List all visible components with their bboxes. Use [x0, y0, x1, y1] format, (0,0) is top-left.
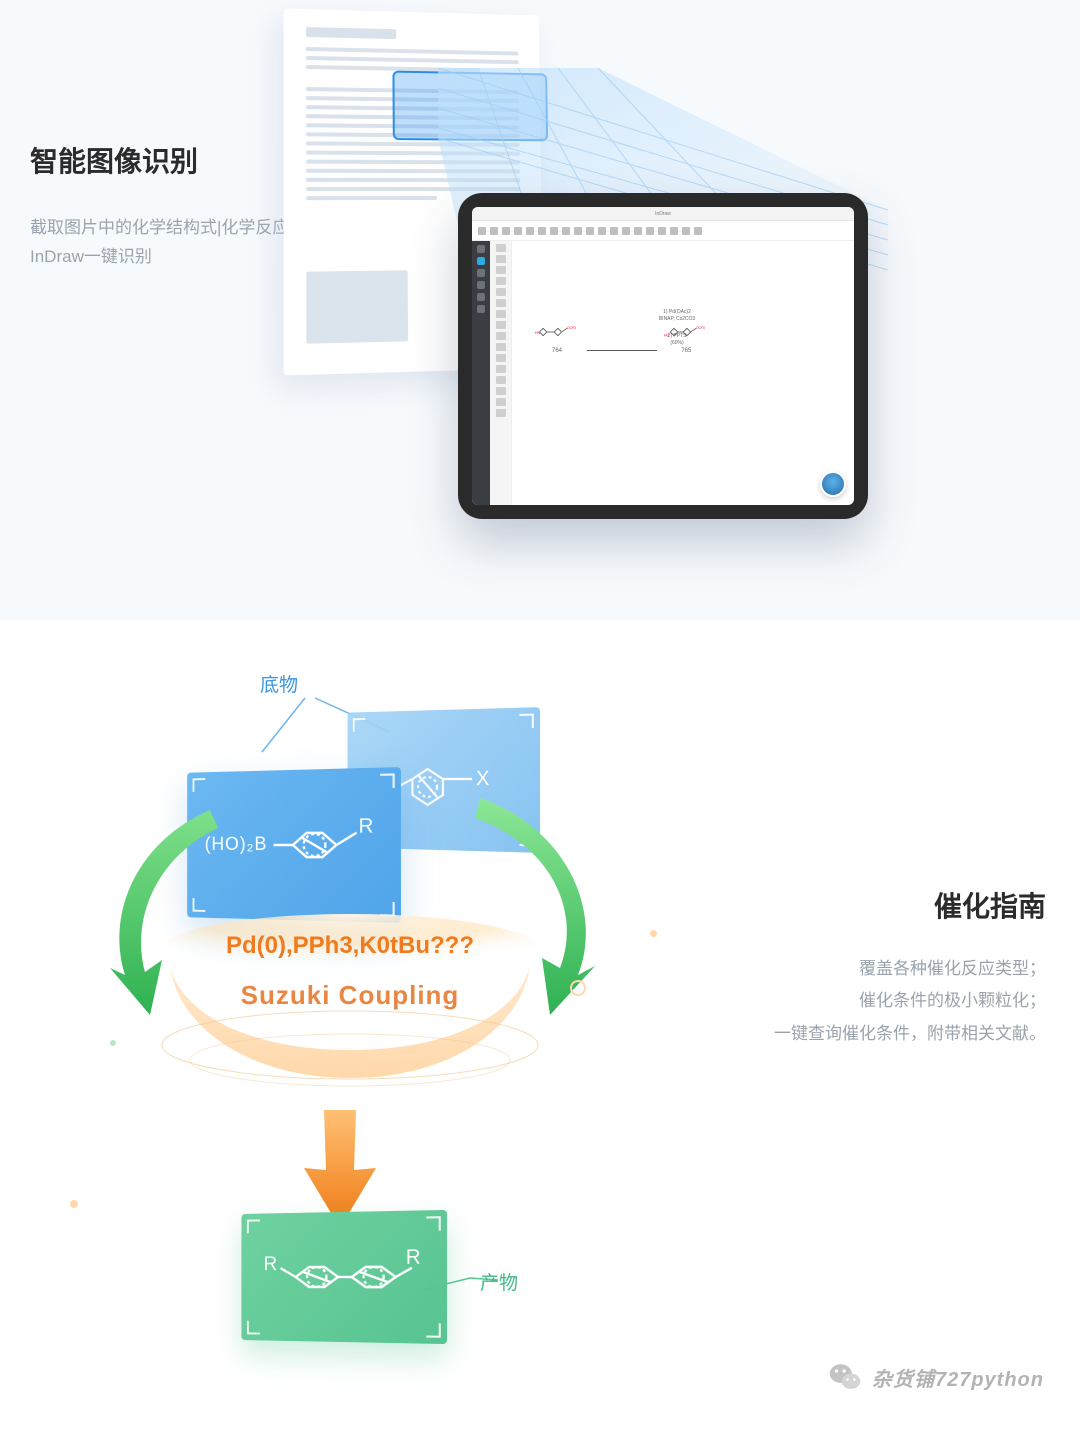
product-tag: 产物: [480, 1268, 518, 1295]
catalysis-diagram: 底物 R X: [20, 660, 680, 1420]
decor-dot: [650, 930, 657, 937]
svg-text:R: R: [264, 1253, 278, 1275]
app-sidebar: [472, 241, 490, 505]
svg-text:HN: HN: [535, 331, 541, 335]
tablet-mockup: InDraw HN O: [458, 193, 868, 519]
molecule-structure-icon: R: [271, 814, 380, 876]
decor-dot: [110, 1040, 116, 1046]
product-structure: HO OCF3 765: [661, 319, 711, 345]
product-card: R R: [241, 1210, 447, 1344]
reaction-scheme: HN OCF3 764 1) Pd(OAc)2 BINAP, Cs2CO3: [532, 319, 840, 354]
app-titlebar: InDraw: [472, 207, 854, 221]
wechat-icon: [828, 1360, 862, 1394]
svg-text:X: X: [476, 768, 489, 790]
wechat-watermark: 杂货铺727python: [828, 1360, 1044, 1394]
section2-desc: 覆盖各种催化反应类型； 催化条件的极小颗粒化； 一键查询催化条件，附带相关文献。: [706, 953, 1046, 1050]
section2-copy: 催化指南 覆盖各种催化反应类型； 催化条件的极小颗粒化； 一键查询催化条件，附带…: [706, 885, 1046, 1050]
reaction-name: Suzuki Coupling: [170, 980, 530, 1011]
reactant-label: 764: [533, 348, 581, 354]
reactant-structure: HN OCF3 764: [532, 319, 582, 345]
svg-text:HO: HO: [664, 334, 670, 338]
selection-box: [392, 71, 548, 142]
app-title: InDraw: [655, 211, 671, 217]
app-toolbar: [472, 221, 854, 241]
desc-line2: InDraw一键识别: [30, 247, 152, 266]
decor-ring: [570, 980, 586, 996]
watermark-text: 杂货铺727python: [872, 1363, 1044, 1392]
svg-text:OCF3: OCF3: [696, 326, 705, 330]
drawing-canvas: HN OCF3 764 1) Pd(OAc)2 BINAP, Cs2CO3: [512, 241, 854, 505]
svg-text:R: R: [358, 816, 373, 838]
product-label: 765: [662, 348, 710, 354]
feature-catalysis-guide: 催化指南 覆盖各种催化反应类型； 催化条件的极小颗粒化； 一键查询催化条件，附带…: [0, 620, 1080, 1430]
feature-image-recognition: 智能图像识别 截取图片中的化学结构式|化学反应式 InDraw一键识别: [0, 0, 1080, 620]
tablet-screen: InDraw HN O: [472, 207, 854, 505]
svg-text:OCF3: OCF3: [567, 326, 576, 330]
desc-line1: 截取图片中的化学结构式|化学反应式: [30, 218, 306, 237]
section2-title: 催化指南: [706, 885, 1046, 925]
decor-dot: [70, 1200, 78, 1208]
reaction-arrow-icon: [587, 350, 657, 351]
mascot-icon: [820, 471, 846, 497]
molecule-structure-icon: R R: [260, 1241, 426, 1313]
catalyst-conditions: Pd(0),PPh3,K0tBu???: [140, 932, 560, 960]
tool-palette: [490, 241, 512, 505]
svg-text:R: R: [406, 1246, 421, 1269]
